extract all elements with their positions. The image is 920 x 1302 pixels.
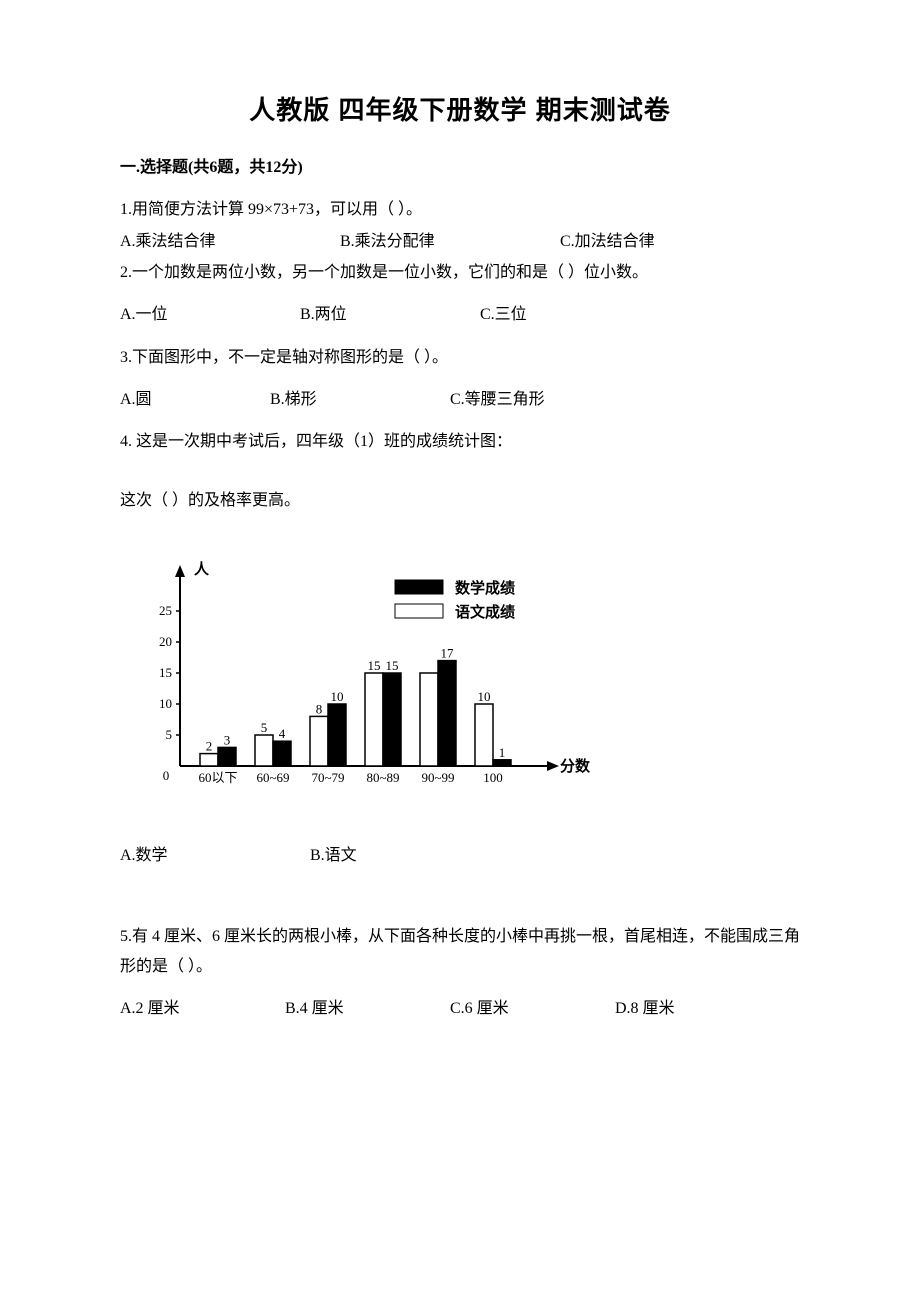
- q4-opt-a: A.数学: [120, 841, 310, 871]
- q5-opt-c: C.6 厘米: [450, 994, 615, 1024]
- svg-text:4: 4: [279, 726, 286, 741]
- question-4b: 这次（ ）的及格率更高。: [120, 486, 800, 516]
- q3-opt-c: C.等腰三角形: [450, 385, 630, 415]
- q5-options: A.2 厘米 B.4 厘米 C.6 厘米 D.8 厘米: [120, 994, 800, 1024]
- svg-text:5: 5: [261, 720, 268, 735]
- question-4a: 4. 这是一次期中考试后，四年级（1）班的成绩统计图：: [120, 427, 800, 457]
- q1-opt-a: A.乘法结合律: [120, 227, 340, 257]
- svg-text:0: 0: [163, 768, 170, 783]
- svg-text:25: 25: [159, 603, 172, 618]
- svg-text:1: 1: [499, 745, 506, 760]
- svg-text:80~89: 80~89: [366, 770, 399, 785]
- q2-opt-b: B.两位: [300, 300, 480, 330]
- page-title: 人教版 四年级下册数学 期末测试卷: [120, 90, 800, 127]
- q1-opt-c: C.加法结合律: [560, 227, 780, 257]
- q3-opt-a: A.圆: [120, 385, 270, 415]
- svg-text:数学成绩: 数学成绩: [455, 579, 515, 597]
- svg-text:语文成绩: 语文成绩: [455, 603, 515, 621]
- question-2: 2.一个加数是两位小数，另一个加数是一位小数，它们的和是（ ）位小数。: [120, 258, 800, 288]
- q5-opt-b: B.4 厘米: [285, 994, 450, 1024]
- q2-opt-a: A.一位: [120, 300, 300, 330]
- svg-text:2: 2: [206, 739, 213, 754]
- svg-text:5: 5: [166, 727, 173, 742]
- svg-text:90~99: 90~99: [421, 770, 454, 785]
- svg-text:70~79: 70~79: [311, 770, 344, 785]
- question-5: 5.有 4 厘米、6 厘米长的两根小棒，从下面各种长度的小棒中再挑一根，首尾相连…: [120, 922, 800, 983]
- question-1: 1.用简便方法计算 99×73+73，可以用（ ）。: [120, 195, 800, 225]
- q3-opt-b: B.梯形: [270, 385, 450, 415]
- q2-opt-c: C.三位: [480, 300, 660, 330]
- q2-options: A.一位 B.两位 C.三位: [120, 300, 800, 330]
- svg-text:10: 10: [331, 689, 344, 704]
- svg-text:8: 8: [316, 702, 323, 717]
- svg-text:15: 15: [159, 665, 172, 680]
- q5-opt-d: D.8 厘米: [615, 994, 780, 1024]
- svg-text:15: 15: [386, 658, 399, 673]
- svg-text:人: 人: [194, 561, 210, 578]
- svg-text:20: 20: [159, 634, 172, 649]
- q4-opt-b: B.语文: [310, 841, 500, 871]
- q1-options: A.乘法结合律 B.乘法分配律 C.加法结合律: [120, 227, 800, 257]
- score-chart: 人分数0510152025数学成绩语文成绩2360以下5460~6981070~…: [120, 556, 800, 811]
- section-heading: 一.选择题(共6题，共12分): [120, 153, 800, 177]
- q1-opt-b: B.乘法分配律: [340, 227, 560, 257]
- q5-opt-a: A.2 厘米: [120, 994, 285, 1024]
- svg-text:10: 10: [478, 689, 491, 704]
- svg-text:60以下: 60以下: [198, 770, 237, 785]
- svg-text:60~69: 60~69: [256, 770, 289, 785]
- svg-text:15: 15: [368, 658, 381, 673]
- svg-text:17: 17: [441, 646, 455, 661]
- svg-text:100: 100: [483, 770, 503, 785]
- question-3: 3.下面图形中，不一定是轴对称图形的是（ ）。: [120, 343, 800, 373]
- svg-text:分数: 分数: [560, 757, 591, 775]
- svg-text:3: 3: [224, 733, 231, 748]
- q4-options: A.数学 B.语文: [120, 841, 800, 871]
- svg-text:10: 10: [159, 696, 172, 711]
- q3-options: A.圆 B.梯形 C.等腰三角形: [120, 385, 800, 415]
